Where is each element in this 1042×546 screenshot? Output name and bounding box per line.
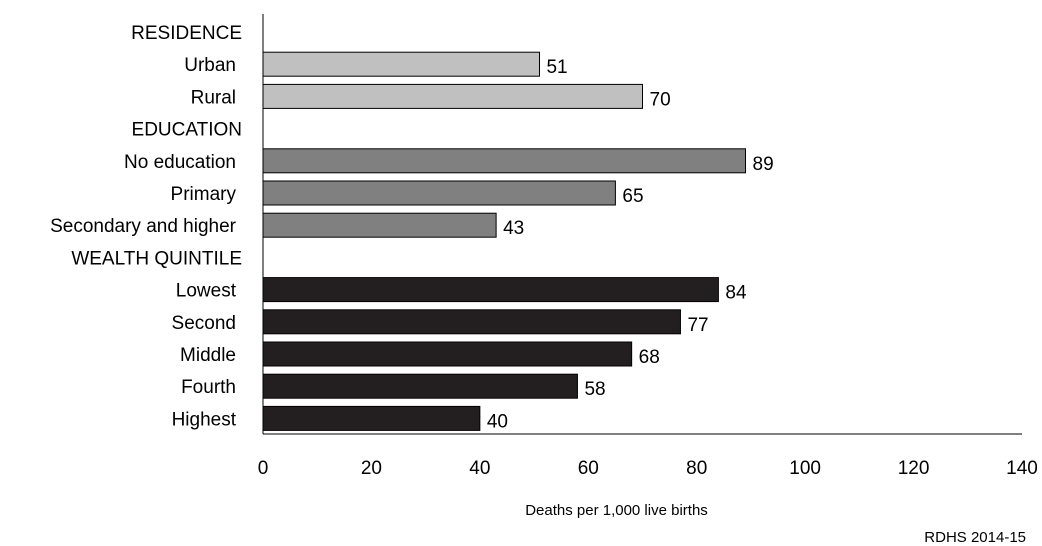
- x-tick-label-40: 40: [469, 458, 490, 479]
- value-label-primary: 65: [622, 186, 643, 207]
- bar-urban: [262, 51, 540, 77]
- group-header-education: EDUCATION: [132, 120, 242, 141]
- value-label-highest: 40: [487, 411, 508, 432]
- value-label-no-education: 89: [753, 154, 774, 175]
- bar-fourth: [262, 373, 578, 399]
- x-tick-label-60: 60: [578, 458, 599, 479]
- x-tick-label-100: 100: [789, 458, 821, 479]
- bar-lowest: [262, 277, 719, 303]
- x-tick-label-80: 80: [686, 458, 707, 479]
- bar-middle: [262, 341, 633, 367]
- category-label-rural: Rural: [191, 87, 236, 108]
- bar-second: [262, 309, 681, 335]
- bar-highest: [262, 405, 481, 431]
- category-label-primary: Primary: [171, 184, 237, 205]
- category-label-no-education: No education: [124, 152, 236, 173]
- value-label-middle: 68: [639, 347, 660, 368]
- category-label-highest: Highest: [172, 409, 237, 430]
- bar-secondary-and-higher: [262, 212, 497, 238]
- value-label-urban: 51: [546, 57, 567, 78]
- category-label-urban: Urban: [184, 55, 236, 76]
- source-note: RDHS 2014-15: [924, 529, 1026, 546]
- category-label-lowest: Lowest: [176, 281, 237, 302]
- value-label-fourth: 58: [584, 379, 605, 400]
- bar-no-education: [262, 148, 747, 174]
- value-label-lowest: 84: [725, 283, 747, 304]
- category-label-fourth: Fourth: [181, 377, 236, 398]
- group-header-wealth-quintile: WEALTH QUINTILE: [71, 248, 242, 269]
- value-label-second: 77: [687, 315, 708, 336]
- x-tick-label-140: 140: [1006, 458, 1038, 479]
- bar-primary: [262, 180, 616, 206]
- x-tick-label-120: 120: [898, 458, 930, 479]
- category-label-second: Second: [172, 313, 236, 334]
- x-tick-label-0: 0: [258, 458, 269, 479]
- x-axis-title: Deaths per 1,000 live births: [525, 502, 708, 519]
- category-label-secondary-and-higher: Secondary and higher: [50, 216, 237, 237]
- bar-rural: [262, 83, 643, 109]
- chart-rows: RESIDENCE Urban 51 Rural 70 EDUCATION No educa…: [50, 23, 774, 432]
- x-tick-label-20: 20: [361, 458, 382, 479]
- group-header-residence: RESIDENCE: [131, 23, 242, 44]
- value-label-rural: 70: [650, 89, 671, 110]
- x-axis-ticks: 0 20 40 60 80 100 120 140: [258, 458, 1038, 479]
- category-label-middle: Middle: [180, 345, 236, 366]
- value-label-secondary-and-higher: 43: [503, 218, 524, 239]
